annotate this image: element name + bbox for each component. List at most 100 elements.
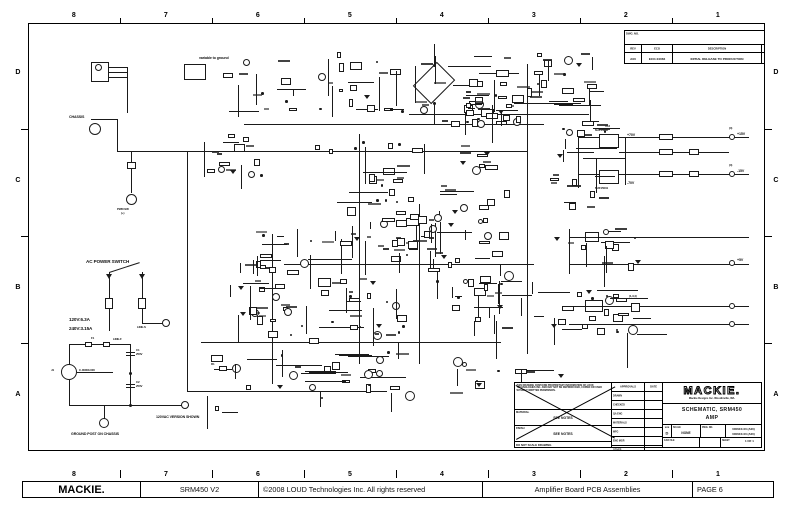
wire — [569, 306, 749, 307]
component-body — [604, 240, 614, 249]
component-body — [289, 108, 298, 111]
wire — [604, 256, 606, 288]
component-transistor — [463, 278, 468, 284]
wire — [455, 295, 462, 297]
junction-dot — [309, 239, 313, 243]
wire — [600, 241, 630, 243]
junction-dot — [615, 328, 619, 332]
component-body — [541, 79, 548, 88]
zone-tick — [120, 18, 121, 24]
component-ref — [397, 177, 404, 180]
connector-body — [105, 298, 113, 309]
junction-dot — [362, 141, 365, 144]
component-transistor — [453, 357, 464, 368]
component-body — [478, 164, 485, 169]
wire — [304, 380, 346, 382]
wire — [242, 283, 269, 285]
ground-symbol — [575, 62, 582, 67]
component-body — [337, 52, 342, 59]
ground-post-label: GROUND POST ON CHASSIS — [71, 432, 119, 436]
dwg-no-value-cell: 0006XX-00 (A00) 0006XX-00 (A00) — [726, 425, 761, 437]
component-body — [275, 283, 286, 289]
wire — [365, 241, 366, 275]
approval-row: DRAWN — [612, 392, 662, 401]
wire — [566, 151, 594, 153]
approval-label-materials: MATERIALS — [613, 421, 627, 425]
version-note-label: 120VAC VERSION SHOWN — [156, 415, 200, 419]
junction-dot — [402, 325, 405, 328]
component-body — [342, 379, 351, 383]
zone-label-top-6: 6 — [255, 12, 261, 19]
wire — [477, 294, 479, 320]
junction-dot — [616, 330, 619, 334]
wire — [142, 309, 143, 323]
wire — [261, 244, 287, 246]
rev-col-eco: ECO — [642, 45, 673, 52]
component-body — [469, 101, 483, 106]
zone-tick — [580, 18, 581, 24]
component-body — [381, 218, 395, 223]
junction-dot — [562, 127, 565, 131]
component-transistor — [459, 203, 468, 212]
zone-tick — [672, 470, 673, 478]
zone-label-bottom-7: 7 — [164, 471, 168, 478]
wire — [457, 368, 459, 386]
component-ref: R1 — [211, 362, 215, 366]
component-ref — [277, 60, 290, 63]
scale-cell: SCALE NONE — [672, 425, 701, 437]
wire — [237, 314, 239, 343]
zone-tick — [120, 470, 121, 478]
component-transistor — [564, 55, 574, 65]
component-transistor — [217, 165, 225, 173]
size-value: D — [665, 430, 669, 436]
schematic-frame: CHASSIS PWR-SW (+) AC POWER SWITCH — [28, 23, 765, 451]
component-body — [537, 53, 543, 58]
wire — [398, 343, 400, 360]
component-body — [485, 165, 499, 171]
wire — [109, 72, 127, 73]
junction-dot — [380, 184, 384, 187]
junction-dot — [375, 60, 378, 63]
component-body — [397, 315, 408, 323]
wire — [92, 344, 103, 345]
rev-dwg-no-cell: DWG. NO. — [625, 31, 764, 44]
wire — [204, 141, 206, 177]
rail-out-label: +5V — [737, 258, 744, 262]
junction-dot — [260, 174, 263, 177]
bus-wire — [201, 342, 501, 343]
component-body — [409, 242, 419, 250]
fuse-body — [103, 342, 110, 347]
wire — [619, 174, 749, 175]
component-body — [332, 361, 341, 370]
wire — [305, 370, 337, 372]
wire — [109, 309, 110, 331]
wire — [474, 321, 476, 336]
wire — [619, 137, 749, 138]
wire — [423, 143, 425, 174]
ground-symbol — [554, 237, 560, 242]
component-ref — [614, 227, 627, 230]
component-body — [497, 95, 507, 99]
component-body — [287, 270, 300, 276]
component-body — [590, 191, 596, 199]
wire — [521, 298, 523, 317]
wire — [513, 102, 559, 104]
component-body — [612, 314, 623, 323]
component-body — [503, 115, 511, 122]
wire — [378, 77, 380, 112]
dwg-no-caption: DWG. NO. — [702, 426, 713, 429]
component-ref — [427, 247, 437, 250]
component-body — [259, 254, 272, 259]
component-ref — [258, 314, 266, 317]
bus-wire — [187, 391, 387, 393]
wire — [468, 108, 476, 110]
supply-label-pos15: +15V — [737, 132, 746, 136]
component-ref — [483, 160, 491, 163]
component-body — [451, 304, 460, 311]
ground-symbol — [229, 170, 236, 175]
component-body — [389, 69, 401, 76]
component-transistor — [284, 308, 293, 317]
dwg-no-value: 0006XX-00 (A00) — [732, 426, 755, 431]
sheet-ref: (4) — [729, 126, 733, 130]
component-ref — [255, 311, 260, 314]
